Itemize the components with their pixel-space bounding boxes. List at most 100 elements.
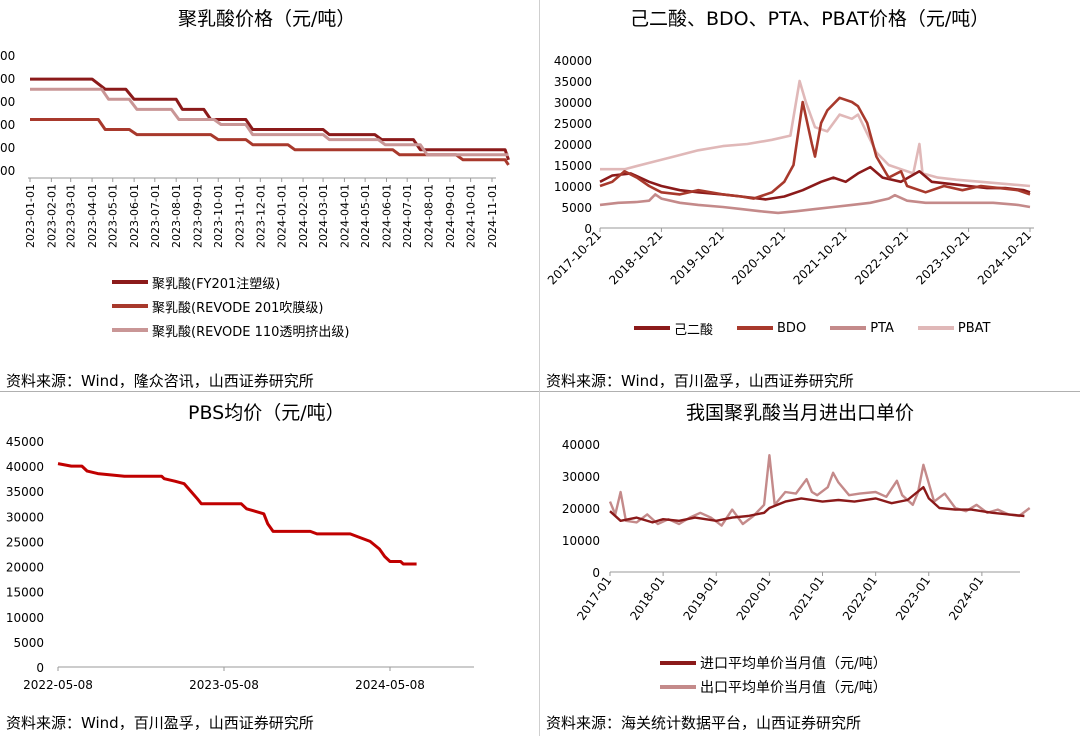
pla-x-tick-label: 2024-04-01	[338, 184, 351, 248]
legend-label-pta: PTA	[870, 320, 894, 336]
pla-series-line-2	[30, 87, 509, 157]
legend-swatch-export	[660, 685, 696, 689]
legend-item-adipic: 己二酸	[634, 316, 713, 340]
pbs-y-tick-label: 10000	[6, 611, 44, 625]
trade-legend: 进口平均单价当月值（元/吨） 出口平均单价当月值（元/吨）	[660, 651, 887, 699]
trade-y-tick-label: 20000	[562, 502, 600, 516]
pla-series-line-1	[30, 118, 510, 166]
horizontal-divider	[0, 391, 1080, 392]
pbs-series-line	[57, 462, 417, 566]
legend-swatch-pbat	[917, 326, 954, 330]
trade-y-tick-label: 10000	[562, 534, 600, 548]
pla-chart-title: 聚乳酸价格（元/吨）	[178, 8, 356, 30]
pla-y-tick-label: 00	[0, 95, 15, 109]
legend-label-fy201: 聚乳酸(FY201注塑级)	[152, 276, 281, 292]
legend-item-export: 出口平均单价当月值（元/吨）	[660, 675, 887, 699]
chemicals-chart-title: 己二酸、BDO、PTA、PBAT价格（元/吨）	[630, 8, 990, 30]
legend-label-revode201: 聚乳酸(REVODE 201吹膜级)	[152, 300, 324, 316]
chem-x-tick-label: 2023-10-21	[913, 228, 972, 287]
pla-y-tick-label: 00	[0, 141, 15, 155]
chem-y-tick-label: 30000	[554, 96, 592, 110]
pbs-x-tick-label: 2022-05-08	[23, 678, 93, 692]
legend-label-bdo: BDO	[777, 320, 807, 336]
pbs-y-tick-label: 45000	[6, 435, 44, 449]
trade-x-tick-label: 2019-01	[680, 574, 720, 623]
pla-x-tick-label: 2023-07-01	[149, 184, 162, 248]
pbs-price-chart: 0 5000 10000 15000 20000 25000 30000 35000 40000…	[6, 435, 474, 692]
chem-x-tick-label: 2019-10-21	[668, 228, 727, 287]
pla-x-tick-label: 2023-10-01	[212, 184, 225, 248]
chem-y-tick-label: 40000	[554, 54, 592, 68]
pla-x-tick-label: 2023-09-01	[192, 184, 205, 248]
pbs-y-tick-label: 35000	[6, 485, 44, 499]
chemicals-price-chart: 0 5000 10000 15000 20000 25000 30000 35000 40000…	[545, 54, 1034, 287]
chem-y-tick-label: 20000	[554, 138, 592, 152]
trade-y-tick-label: 0	[592, 566, 600, 580]
pbs-y-tick-label: 25000	[6, 535, 44, 549]
legend-item-pbat: PBAT	[917, 316, 990, 340]
pla-legend: 聚乳酸(FY201注塑级) 聚乳酸(REVODE 201吹膜级) 聚乳酸(REV…	[112, 270, 349, 342]
trade-x-tick-label: 2017-01	[574, 574, 614, 623]
pla-source-note: 资料来源：Wind，隆众咨讯，山西证券研究所	[6, 372, 314, 390]
chem-y-tick-label: 10000	[554, 180, 592, 194]
pla-x-tick-label: 2024-06-01	[380, 184, 393, 248]
legend-label-adipic: 己二酸	[674, 322, 714, 338]
pla-x-tick-label: 2024-08-01	[423, 184, 436, 248]
pbs-source-note: 资料来源：Wind，百川盈孚，山西证券研究所	[6, 714, 314, 732]
trade-series-line-1	[608, 454, 1031, 527]
trade-source-note: 资料来源：海关统计数据平台，山西证券研究所	[546, 714, 862, 732]
chemicals-legend: 己二酸 BDO PTA PBAT	[634, 316, 1014, 340]
pla-x-tick-label: 2024-02-01	[297, 184, 310, 248]
pbs-y-tick-label: 0	[36, 661, 44, 675]
legend-swatch-adipic	[634, 326, 670, 330]
legend-label-export: 出口平均单价当月值（元/吨）	[700, 680, 887, 696]
pla-y-tick-label: 00	[0, 49, 15, 63]
pla-x-tick-label: 2023-02-01	[45, 184, 58, 248]
chem-y-tick-label: 25000	[554, 117, 592, 131]
legend-item-import: 进口平均单价当月值（元/吨）	[660, 651, 887, 675]
trade-chart-title: 我国聚乳酸当月进出口单价	[686, 402, 915, 424]
pla-x-tick-label: 2024-11-01	[486, 184, 499, 248]
chem-series-line-1	[599, 96, 1031, 200]
chem-y-tick-label: 5000	[561, 201, 592, 215]
chem-x-tick-label: 2018-10-21	[606, 228, 665, 287]
pla-x-tick-label: 2023-11-01	[234, 184, 247, 248]
chem-x-tick-label: 2022-10-21	[852, 228, 911, 287]
trade-y-tick-label: 40000	[562, 438, 600, 452]
legend-swatch-import	[660, 661, 696, 665]
legend-item-revode110: 聚乳酸(REVODE 110透明挤出级)	[112, 318, 349, 342]
pla-x-tick-label: 2024-07-01	[401, 184, 414, 248]
chem-x-tick-label: 2017-10-21	[545, 228, 604, 287]
pla-x-tick-label: 2023-05-01	[107, 184, 120, 248]
chemicals-source-note: 资料来源：Wind，百川盈孚，山西证券研究所	[546, 372, 854, 390]
pla-x-tick-label: 2023-06-01	[128, 184, 141, 248]
trade-x-tick-label: 2020-01	[734, 574, 774, 623]
chem-y-tick-label: 0	[584, 222, 592, 236]
pla-x-tick-label: 2023-01-01	[24, 184, 37, 248]
chem-series-line-2	[599, 193, 1031, 215]
chem-series-line-0	[599, 165, 1031, 201]
pla-x-tick-label: 2023-04-01	[86, 184, 99, 248]
chem-series-line-3	[600, 79, 1031, 188]
trade-x-tick-label: 2021-01	[787, 574, 827, 623]
trade-price-chart: 0 10000 20000 30000 40000 2017-01 2018-01 2019-…	[562, 438, 1031, 623]
legend-item-revode201: 聚乳酸(REVODE 201吹膜级)	[112, 294, 349, 318]
pbs-y-tick-label: 5000	[13, 636, 44, 650]
pbs-y-tick-label: 20000	[6, 561, 44, 575]
pla-x-tick-label: 2024-10-01	[465, 184, 478, 248]
pbs-x-tick-label: 2024-05-08	[355, 678, 425, 692]
legend-item-fy201: 聚乳酸(FY201注塑级)	[112, 270, 349, 294]
pla-x-tick-label: 2024-09-01	[444, 184, 457, 248]
trade-x-tick-label: 2018-01	[627, 574, 667, 623]
legend-swatch-fy201	[112, 280, 148, 284]
pla-x-tick-label: 2024-03-01	[317, 184, 330, 248]
chem-y-tick-label: 35000	[554, 75, 592, 89]
vertical-divider	[539, 0, 540, 736]
trade-y-tick-label: 30000	[562, 470, 600, 484]
legend-label-import: 进口平均单价当月值（元/吨）	[700, 656, 887, 672]
chem-x-tick-label: 2024-10-21	[975, 228, 1034, 287]
pla-y-tick-label: 00	[0, 164, 15, 178]
pla-x-tick-label: 2023-12-01	[254, 184, 267, 248]
legend-swatch-revode201	[112, 304, 148, 308]
